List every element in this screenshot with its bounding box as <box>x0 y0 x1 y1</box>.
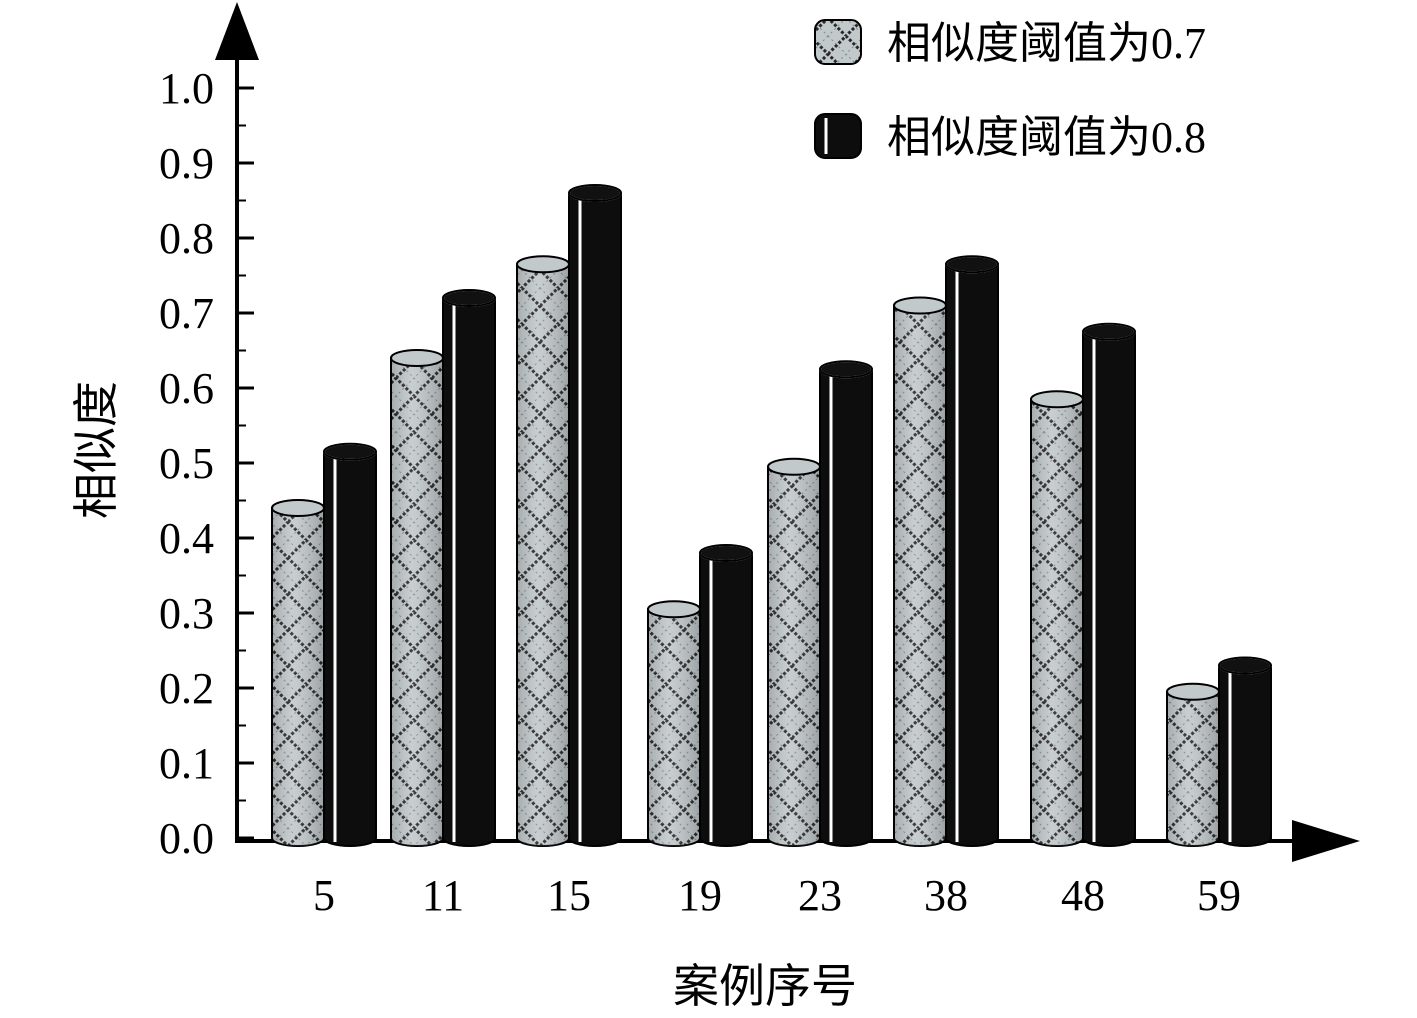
bar-cap <box>271 499 325 517</box>
bar-6-0 <box>1030 390 1084 847</box>
bar-cap <box>516 255 570 274</box>
bar-2-0 <box>516 255 570 847</box>
legend: 相似度阈值为0.7 相似度阈值为0.8 <box>814 19 1206 162</box>
x-tick-label: 38 <box>924 871 968 920</box>
y-tick-label: 0.5 <box>159 439 214 488</box>
x-axis-arrow <box>1292 820 1360 862</box>
bar-body <box>1082 330 1136 847</box>
y-tick-label: 1.0 <box>159 64 214 113</box>
x-tick-label: 15 <box>547 871 591 920</box>
bar-cap <box>1166 682 1220 701</box>
bar-shade <box>648 609 700 846</box>
bar-2-1 <box>568 184 622 847</box>
bar-body <box>442 297 496 847</box>
x-tick-label: 19 <box>678 871 722 920</box>
bar-0-0 <box>271 499 325 847</box>
bar-cap <box>647 600 701 619</box>
bar-1-0 <box>390 349 444 847</box>
bar-shade <box>768 466 820 846</box>
bar-cap-outline <box>945 255 999 274</box>
y-axis-title: 相似度 <box>71 381 122 519</box>
bar-7-0 <box>1166 682 1220 847</box>
y-tick-label: 0.7 <box>159 289 214 338</box>
x-tick-label: 23 <box>798 871 842 920</box>
bar-shade <box>391 358 443 846</box>
bar-cap-outline <box>568 184 622 202</box>
bar-1-1 <box>442 289 496 847</box>
bar-body <box>323 450 377 847</box>
legend-item-0: 相似度阈值为0.7 <box>814 19 1206 68</box>
bar-0-1 <box>323 442 377 847</box>
y-tick-label: 0.9 <box>159 139 214 188</box>
legend-swatch-0 <box>814 19 862 65</box>
y-tick-label: 0.2 <box>159 664 214 713</box>
bars <box>271 184 1272 847</box>
bar-cap-outline <box>442 289 496 307</box>
bar-4-0 <box>767 457 821 847</box>
y-ticks: 0.0 0.1 0.2 0.3 0.4 0.5 0.6 0.7 0.8 0.9 1.0 <box>159 64 254 863</box>
bar-shade <box>1167 691 1219 846</box>
legend-swatch-1 <box>814 113 862 159</box>
x-axis-title: 案例序号 <box>673 961 857 1012</box>
bar-7-1 <box>1218 656 1272 847</box>
bar-cap <box>767 457 821 476</box>
bar-cap-outline <box>699 544 753 562</box>
bar-cap <box>1030 390 1084 409</box>
y-tick-label: 0.6 <box>159 364 214 413</box>
bar-cap-outline <box>819 360 873 379</box>
bar-shade <box>272 508 324 846</box>
x-tick-label: 5 <box>313 871 335 920</box>
bar-5-1 <box>945 255 999 847</box>
bar-3-0 <box>647 600 701 847</box>
y-axis-arrow <box>215 2 259 60</box>
y-tick-label: 0.4 <box>159 514 214 563</box>
x-tick-label: 11 <box>422 871 464 920</box>
y-tick-label: 0.3 <box>159 589 214 638</box>
bar-cap-outline <box>1218 656 1272 675</box>
y-tick-label: 0.8 <box>159 214 214 263</box>
bar-4-1 <box>819 360 873 847</box>
bar-body <box>945 263 999 847</box>
x-tick-label: 59 <box>1197 871 1241 920</box>
bar-body <box>819 368 873 847</box>
bar-3-1 <box>699 544 753 847</box>
bar-cap <box>893 296 947 315</box>
bar-shade <box>517 264 569 846</box>
y-tick-label: 0.1 <box>159 739 214 788</box>
bar-body <box>699 552 753 847</box>
bar-cap-outline <box>323 442 377 461</box>
x-tick-labels: 5 11 15 19 23 38 48 59 <box>313 871 1241 920</box>
bar-body <box>568 192 622 847</box>
bar-body <box>1218 664 1272 847</box>
x-tick-label: 48 <box>1061 871 1105 920</box>
bar-cap <box>390 349 444 367</box>
bar-5-0 <box>893 296 947 847</box>
legend-label-1: 相似度阈值为0.8 <box>887 113 1206 162</box>
bar-shade <box>894 305 946 846</box>
legend-item-1: 相似度阈值为0.8 <box>814 113 1206 162</box>
legend-label-0: 相似度阈值为0.7 <box>887 19 1206 68</box>
bar-cap-outline <box>1082 322 1136 341</box>
bar-6-1 <box>1082 322 1136 847</box>
y-tick-label: 0.0 <box>159 814 214 863</box>
bar-shade <box>1031 399 1083 846</box>
